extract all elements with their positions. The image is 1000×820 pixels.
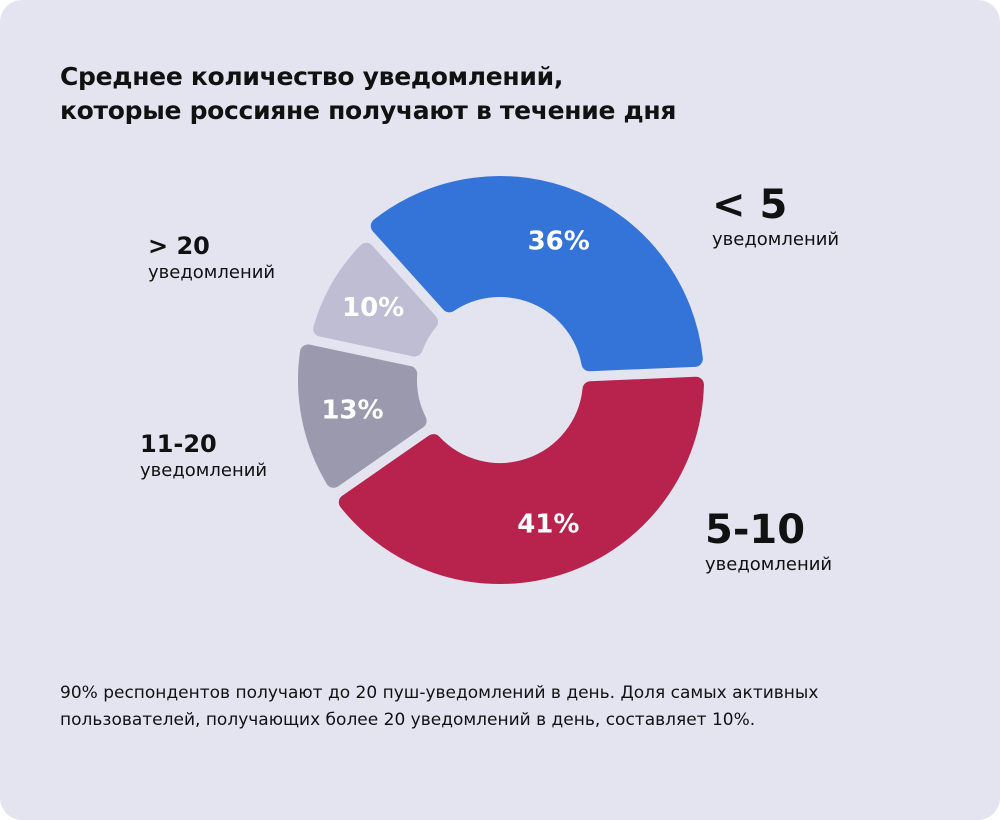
category-label-11-20: 11-20 уведомлений [140,430,267,481]
footnote: 90% респондентов получают до 20 пуш-увед… [60,683,819,730]
donut-slice-3 [313,242,439,357]
slice-value-label: 36% [528,226,590,256]
category-label-gt20: > 20 уведомлений [148,232,275,283]
category-sublabel: уведомлений [712,229,840,250]
donut-slice-2 [298,344,427,488]
donut-slice-1 [338,376,704,584]
chart-title: Среднее количество уведомлений, которые … [60,60,676,128]
category-sublabel: уведомлений [148,262,276,283]
slice-value-label: 10% [342,293,404,323]
category-label-5-10: 5-10 уведомлений [705,508,832,575]
category-sublabel: уведомлений [705,554,833,575]
category-sublabel: уведомлений [140,460,268,481]
category-name: 11-20 [140,430,217,458]
category-name: 5-10 [705,507,806,553]
slice-value-label: 13% [321,396,383,426]
category-name: > 20 [148,232,210,260]
category-name: < 5 [712,182,788,228]
title-line-1: Среднее количество уведомлений, [60,62,564,91]
donut-slice-0 [370,176,703,372]
title-line-2: которые россияне получают в течение дня [60,96,677,125]
slice-value-label: 41% [517,510,579,540]
category-label-lt5: < 5 уведомлений [712,183,839,250]
